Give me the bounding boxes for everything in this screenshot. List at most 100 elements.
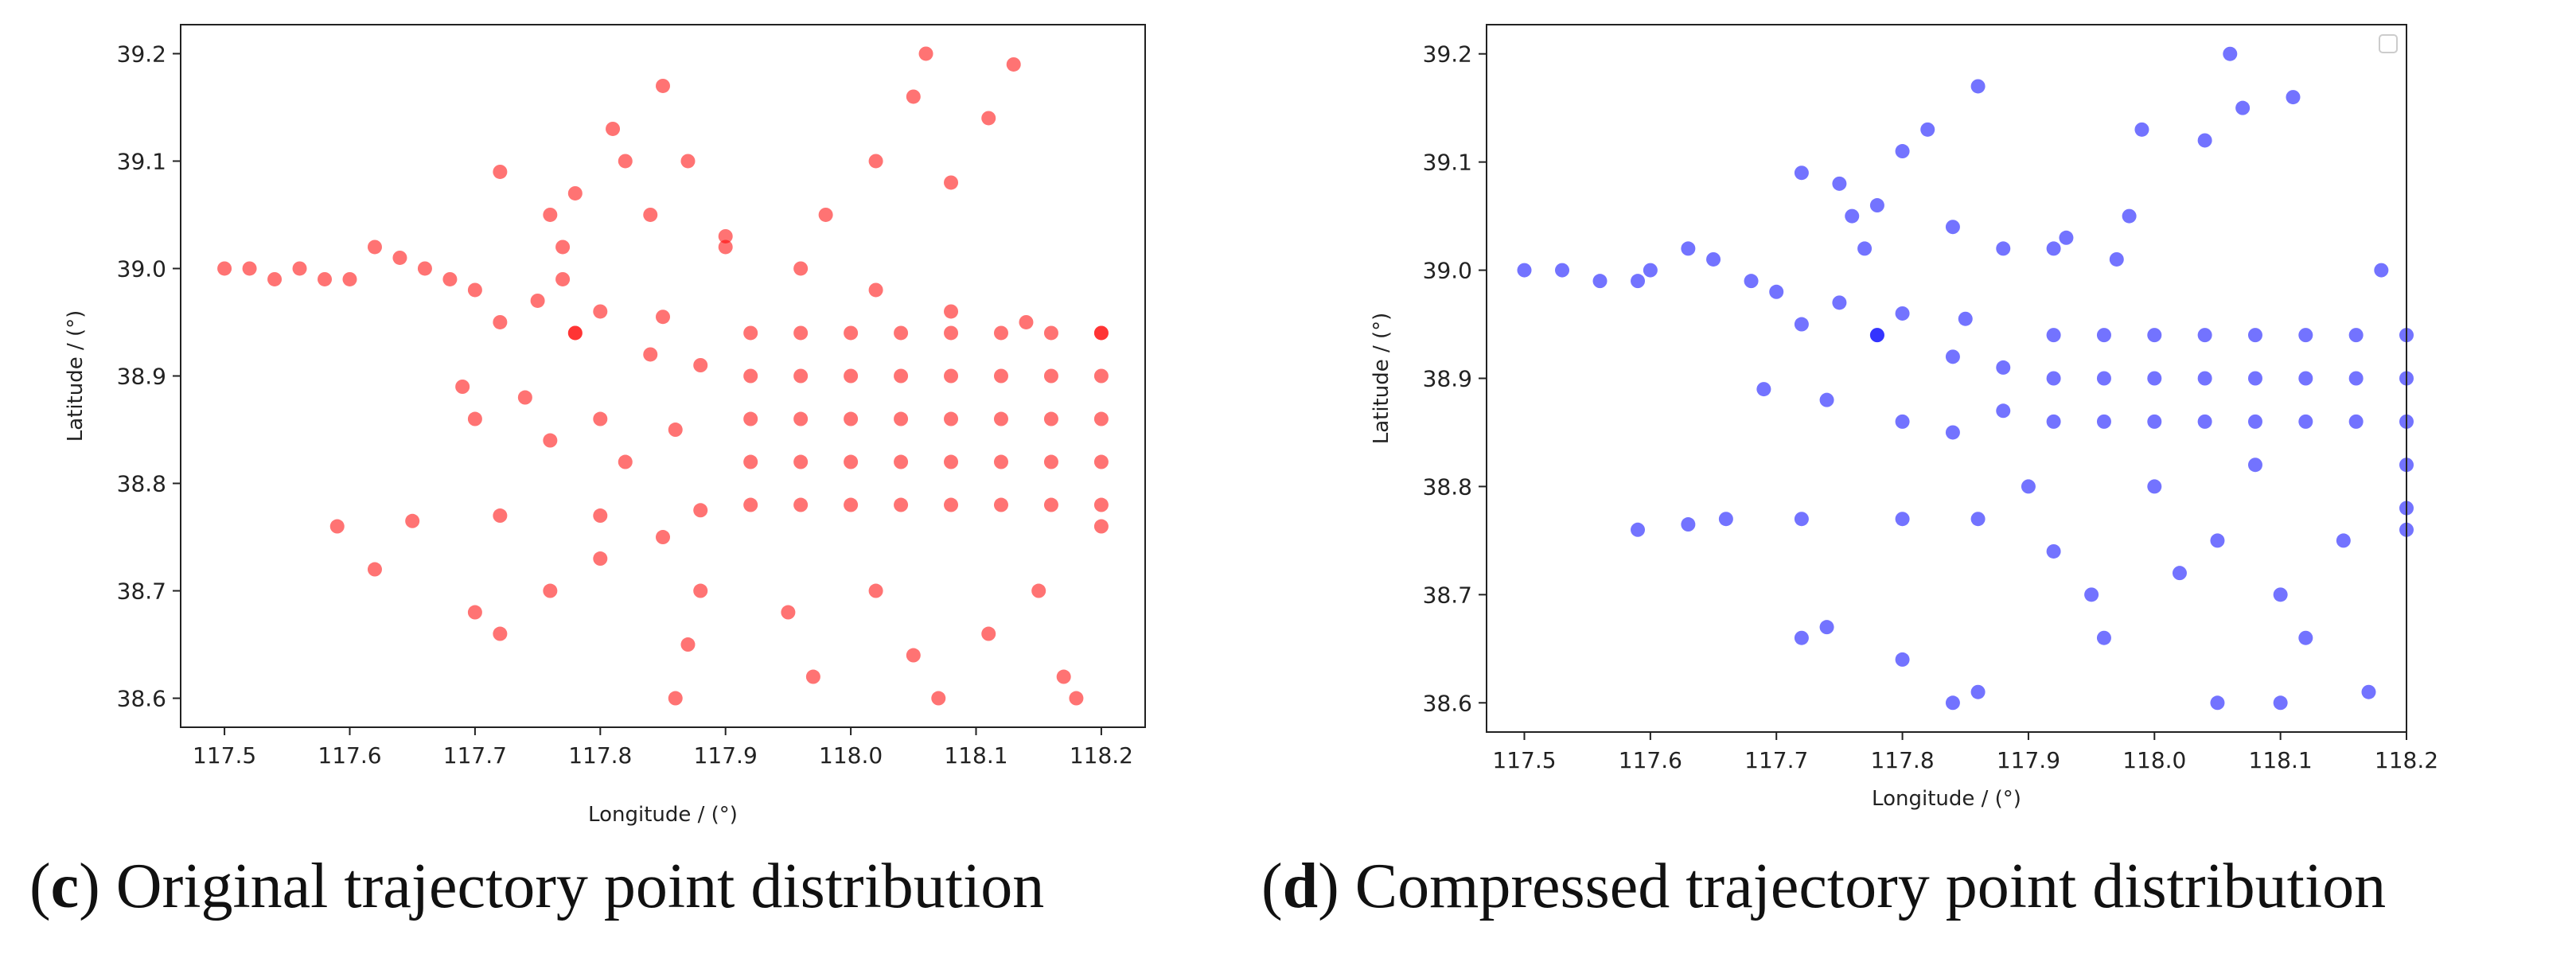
point [593,304,608,319]
point [894,325,909,341]
point [2147,479,2162,494]
point [1093,368,1109,384]
point [1970,79,1986,94]
point [2286,90,2301,105]
point [242,261,257,276]
point [1592,274,1608,289]
point [1945,220,1960,235]
point [2197,414,2212,429]
point [693,357,708,372]
point [793,454,809,469]
point [2096,630,2111,645]
point [993,454,1008,469]
point [2059,230,2074,245]
caption-part: ) Original trajectory point distribution [79,851,1044,921]
plot-frame [1486,24,2407,733]
point [2247,328,2262,343]
point [693,503,708,518]
point [793,325,809,341]
point [618,454,633,469]
point [2210,533,2225,548]
point [680,154,696,169]
point [1845,208,1860,224]
point [981,626,996,641]
point [2109,251,2124,267]
point [944,497,959,512]
point [405,513,420,528]
y-axis-label: Latitude / (°) [64,310,88,442]
point [1019,314,1034,329]
point [1794,512,1809,527]
x-tick-label: 117.8 [1870,747,1934,773]
point [493,508,508,524]
x-tick-label: 118.1 [944,742,1007,769]
point [668,423,683,438]
point [2298,630,2313,645]
point [643,207,658,222]
y-tick-label: 39.1 [117,148,166,174]
point [467,282,482,298]
point [1769,284,1784,299]
point [1945,425,1960,440]
point [455,380,470,395]
point [392,250,407,265]
points [217,46,1109,706]
point [593,411,608,426]
point [894,368,909,384]
point [1043,497,1058,512]
x-tick-label: 117.8 [568,742,632,769]
point [918,46,933,61]
point [743,368,758,384]
point [1718,512,1733,527]
points [1517,46,2414,711]
point [442,271,458,286]
point [894,411,909,426]
point [993,325,1008,341]
point [1832,295,1847,310]
point [944,325,959,341]
x-tick-label: 118.2 [2375,747,2438,773]
point [718,228,733,243]
point [1970,512,1986,527]
point [417,261,432,276]
point [1857,241,1873,256]
point [1996,360,2011,375]
point [493,626,508,641]
point [2147,371,2162,386]
point [1832,176,1847,191]
point [743,325,758,341]
point [1996,403,2011,419]
point [2298,414,2313,429]
point [944,411,959,426]
point [1869,198,1884,213]
point [1006,56,1021,72]
point [618,154,633,169]
point [292,261,307,276]
caption-part: c [51,851,80,921]
caption: (c) Original trajectory point distributi… [29,851,1044,921]
point [1920,122,1935,137]
point [567,325,583,341]
point [1970,684,1986,699]
x-tick-label: 117.7 [443,742,507,769]
point [2046,414,2061,429]
point [1958,311,1973,326]
point [894,454,909,469]
point [2197,133,2212,148]
point [993,411,1008,426]
point [217,261,232,276]
point [743,497,758,512]
point [1681,517,1696,532]
point [944,304,959,319]
caption-part: ( [1261,851,1283,921]
point [543,583,558,598]
x-tick-label: 117.5 [1492,747,1556,773]
point [2096,328,2111,343]
point [367,562,382,577]
point [2197,328,2212,343]
point [844,411,859,426]
point [868,154,883,169]
point [656,530,670,545]
point [656,310,670,325]
point [1093,325,1109,341]
